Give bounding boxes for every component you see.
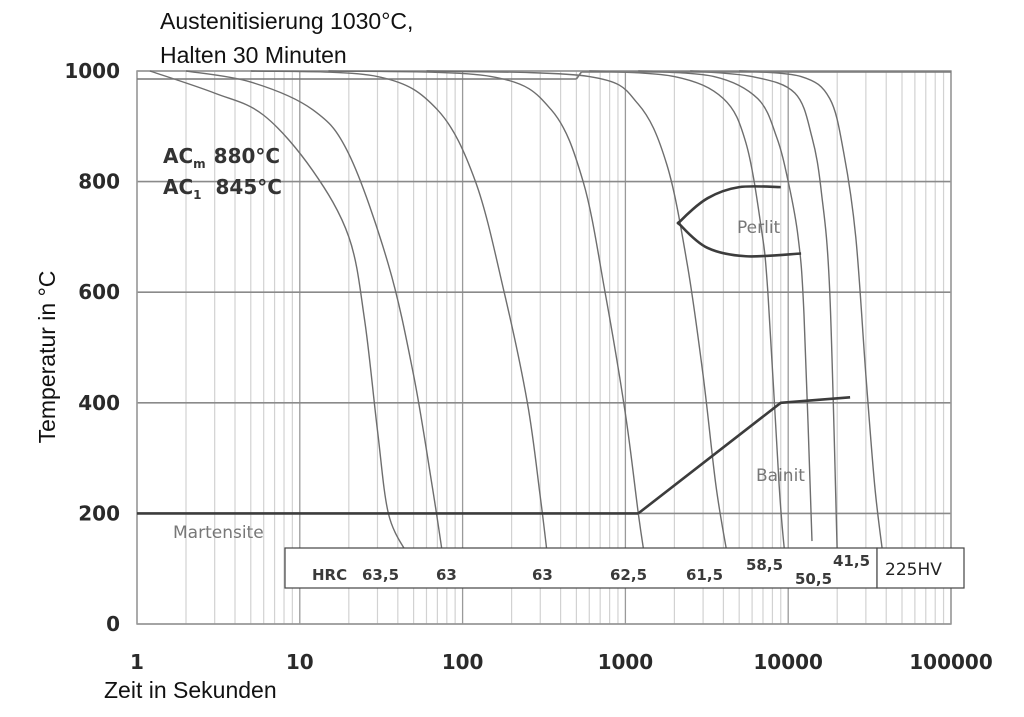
x-axis-ticks: 1 10 100 1000 10000 100000 (130, 650, 993, 674)
hardness-box (284, 547, 878, 589)
x-tick-label: 10000 (753, 650, 823, 674)
hardness-value: 61,5 (686, 566, 723, 584)
cooling-curve-7 (638, 70, 813, 542)
hardness-prefix: HRC (312, 566, 347, 584)
bainite-line (637, 395, 851, 515)
hardness-value: 63 (436, 566, 457, 584)
perlit-label: Perlit (737, 218, 781, 238)
hardness-value: 41,5 (833, 552, 870, 570)
cooling-curve-9 (739, 70, 884, 553)
cooling-curve-3 (250, 70, 548, 553)
martensite-label: Martensite (173, 523, 264, 543)
hv-label: 225HV (885, 560, 942, 580)
hardness-value: 63,5 (362, 566, 399, 584)
x-tick-label: 100000 (909, 650, 993, 674)
y-tick-label: 200 (78, 501, 120, 525)
hardness-value: 50,5 (795, 570, 832, 588)
austenitizing-step (575, 71, 583, 80)
cooling-curve-4 (328, 70, 645, 553)
perlite-nose-line (676, 185, 802, 258)
x-tick-label: 10 (286, 650, 314, 674)
hardness-value: 58,5 (746, 556, 783, 574)
acm-annotation: ACm 880°C (163, 144, 280, 171)
y-axis-ticks: 0 200 400 600 800 1000 (64, 59, 120, 636)
cooling-curves (137, 70, 951, 553)
y-tick-label: 0 (106, 612, 120, 636)
hv-box (876, 547, 965, 589)
y-tick-label: 1000 (64, 59, 120, 83)
bainit-label: Bainit (756, 466, 805, 486)
y-axis-label: Temperatur in °C (34, 271, 60, 444)
x-tick-label: 1 (130, 650, 144, 674)
y-tick-label: 800 (78, 170, 120, 194)
x-tick-label: 100 (442, 650, 484, 674)
ac1-annotation: AC1 845°C (163, 175, 282, 202)
cooling-curve-6 (589, 70, 786, 553)
cooling-curve-5 (426, 70, 728, 553)
cooling-curve-8 (690, 70, 838, 553)
minor-gridlines (185, 71, 945, 624)
cooling-curve-1 (149, 70, 407, 553)
cooling-curve-2 (185, 70, 443, 553)
y-tick-label: 400 (78, 391, 120, 415)
chart-title-line-1: Austenitisierung 1030°C, (160, 8, 413, 34)
hardness-value: 62,5 (610, 566, 647, 584)
phase-boundaries (137, 185, 851, 515)
y-tick-label: 600 (78, 280, 120, 304)
plot-frame (136, 70, 952, 625)
hardness-labels: HRC 63,5 63 63 62,5 61,5 58,5 50,541,5 (312, 552, 870, 588)
x-tick-label: 1000 (598, 650, 654, 674)
hardness-value: 63 (532, 566, 553, 584)
x-axis-label: Zeit in Sekunden (104, 677, 277, 703)
chart-title-line-2: Halten 30 Minuten (160, 42, 347, 68)
